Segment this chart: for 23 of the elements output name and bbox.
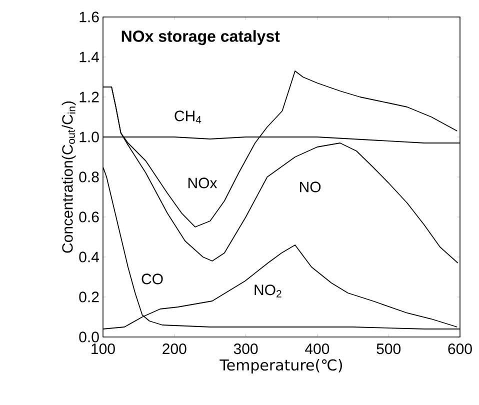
x-tick-label: 500 xyxy=(376,344,401,354)
x-tick-label: 400 xyxy=(305,344,330,354)
y-tick-label: 1.6 xyxy=(80,12,99,22)
x-axis-title: Temperature(℃) xyxy=(220,359,342,374)
y-tick-label: 0.2 xyxy=(79,292,99,302)
series-label: CH$_{4}$ xyxy=(174,110,202,124)
x-tick-label: 200 xyxy=(162,344,186,354)
x-tick-label: 600 xyxy=(448,344,472,354)
y-tick-label: 1.0 xyxy=(80,132,99,142)
y-tick-label: 0.8 xyxy=(79,172,99,182)
x-tick-label: 300 xyxy=(234,344,258,354)
y-tick-label: 0.6 xyxy=(79,212,99,222)
x-tick-label: 100 xyxy=(92,344,115,354)
y-tick-label: 0.0 xyxy=(79,332,99,342)
series-label: NO$_{2}$ xyxy=(254,284,282,298)
series-label: NO xyxy=(300,182,321,192)
y-axis-title: Concentration(C$_{out}$/C$_{in}$) xyxy=(62,101,76,253)
series-label: NOx xyxy=(188,178,218,188)
y-tick-label: 1.2 xyxy=(80,92,99,102)
series-label: CO xyxy=(142,274,163,284)
y-tick-label: 0.4 xyxy=(79,252,100,262)
text: NOx storage catalyst xyxy=(122,30,280,46)
y-tick-label: 1.4 xyxy=(80,52,100,62)
